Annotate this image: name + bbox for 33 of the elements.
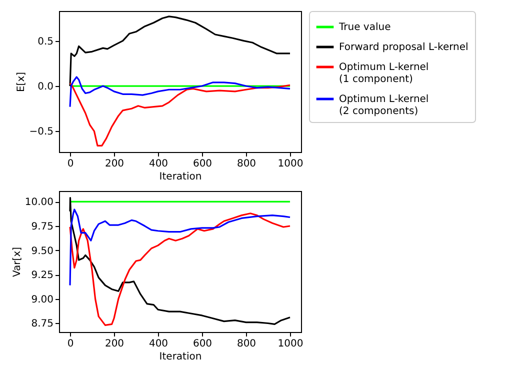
x-tick-label: 600 (192, 158, 212, 170)
x-tick-label: 200 (104, 338, 124, 350)
x-tick-label: 800 (236, 158, 256, 170)
y-axis-title: Var[x] (12, 246, 23, 278)
x-tick-label: 800 (236, 338, 256, 350)
legend-label: Forward proposal L-kernel (339, 42, 468, 53)
y-tick-label: −0.5 (29, 126, 54, 138)
legend-label: Optimum L-kernel (2 components) (339, 94, 429, 117)
x-tick-label: 1000 (278, 338, 304, 350)
legend-label: True value (338, 22, 391, 33)
x-tick-label: 400 (148, 338, 168, 350)
y-tick-label: 9.25 (31, 270, 54, 282)
line-series (69, 76, 291, 108)
legend-label: Optimum L-kernel (1 component) (339, 62, 429, 85)
y-tick-label: 9.00 (31, 294, 54, 306)
x-tick-label: 0 (67, 338, 74, 350)
x-tick-label: 0 (67, 158, 74, 170)
y-axis-title: E[x] (16, 72, 28, 92)
y-tick-label: 8.75 (31, 318, 54, 330)
y-tick-label: 9.75 (31, 222, 54, 233)
x-tick-label: 200 (104, 158, 124, 170)
x-axis-title: Iteration (159, 352, 202, 362)
line-series (69, 16, 291, 87)
x-tick-label: 600 (192, 338, 212, 350)
y-tick-label: 10.00 (24, 197, 54, 208)
x-tick-label: 1000 (278, 158, 304, 170)
line-series (69, 208, 291, 286)
y-tick-label: 0.0 (38, 82, 54, 93)
x-axis-title: Iteration (159, 172, 202, 182)
x-tick-label: 400 (148, 158, 168, 170)
y-tick-label: 9.50 (31, 246, 54, 257)
line-series (69, 82, 291, 146)
y-tick-label: 0.5 (38, 36, 54, 48)
